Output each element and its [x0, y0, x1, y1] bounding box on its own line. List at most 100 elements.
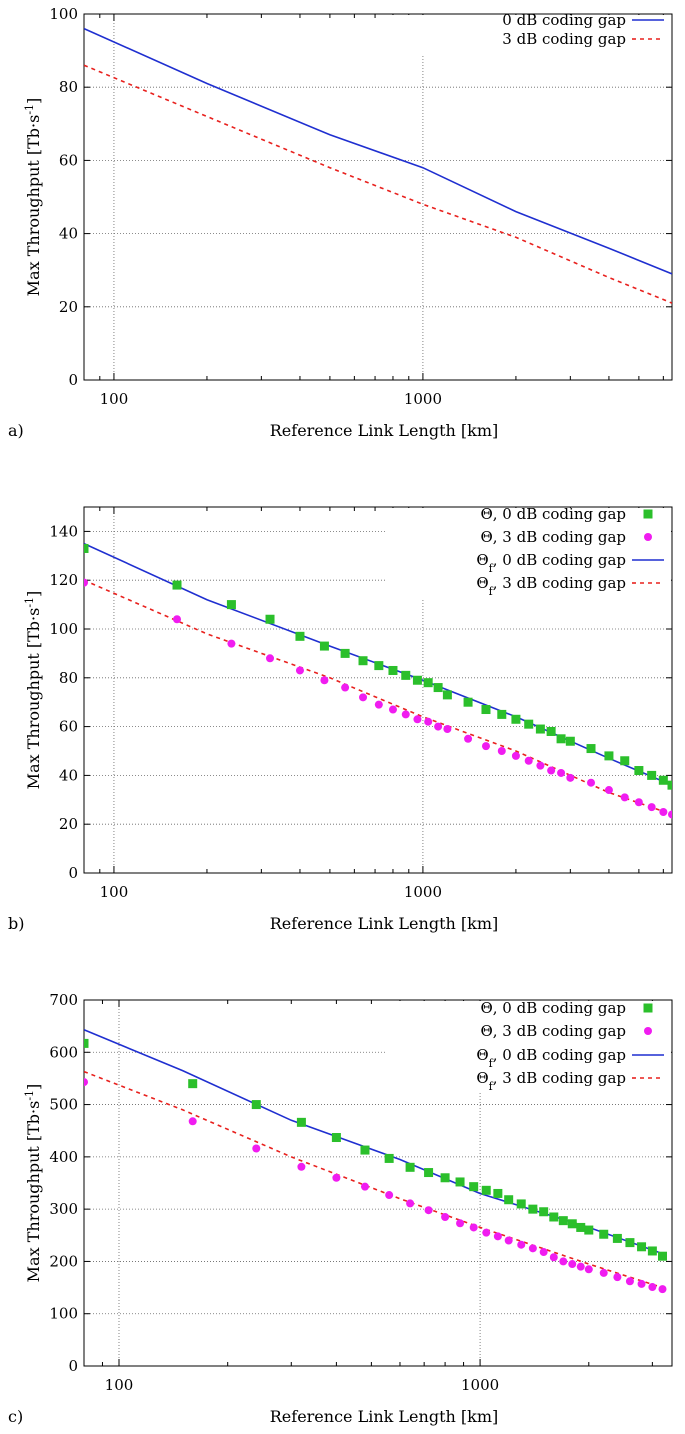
- y-tick-label: 100: [49, 1305, 78, 1323]
- y-tick-label: 80: [59, 78, 78, 96]
- data-point: [332, 1173, 341, 1182]
- data-point: [565, 736, 575, 746]
- data-point: [340, 648, 350, 658]
- data-point: [401, 670, 411, 680]
- chart-panel: 0 20 40 60 80 100 100 1000 Reference Link Length…: [8, 5, 673, 440]
- data-point: [648, 1283, 657, 1292]
- data-point: [297, 1162, 306, 1171]
- x-axis-label: Reference Link Length [km]: [270, 421, 498, 440]
- data-point: [413, 715, 422, 724]
- data-point: [463, 697, 473, 707]
- legend-label: Θ, 3 dB coding gap: [480, 1022, 626, 1040]
- data-point: [493, 1232, 502, 1241]
- data-point: [482, 1228, 491, 1237]
- legend-label: Θf, 0 dB coding gap: [476, 551, 626, 575]
- data-point: [481, 742, 490, 751]
- data-point: [188, 1079, 198, 1089]
- y-tick-label: 120: [49, 571, 78, 589]
- data-point: [647, 770, 657, 780]
- data-point: [295, 666, 304, 675]
- data-point: [667, 780, 672, 790]
- data-point: [566, 773, 575, 782]
- y-tick-label: 20: [59, 298, 78, 316]
- data-point: [265, 614, 275, 624]
- x-axis-label: Reference Link Length [km]: [270, 1407, 498, 1426]
- data-point: [469, 1182, 479, 1192]
- data-point: [455, 1177, 465, 1187]
- data-point: [296, 1117, 306, 1127]
- data-point: [559, 1257, 568, 1266]
- y-tick-label: 400: [49, 1148, 78, 1166]
- data-point: [401, 710, 410, 719]
- chart-panel: 0 20 40 60 80 100 120 140 100 1000 Reference Link …: [8, 505, 673, 933]
- data-point: [511, 751, 520, 760]
- x-tick-label: 1000: [404, 390, 442, 408]
- data-point: [528, 1244, 537, 1253]
- data-point: [634, 766, 644, 776]
- data-point: [599, 1268, 608, 1277]
- data-point: [535, 724, 545, 734]
- data-point: [251, 1100, 261, 1110]
- data-point: [84, 1038, 89, 1048]
- data-point: [188, 1117, 197, 1126]
- data-point: [464, 734, 473, 743]
- data-point: [576, 1262, 585, 1271]
- data-point: [497, 709, 507, 719]
- data-point: [423, 678, 433, 688]
- legend-marker: [644, 1027, 652, 1035]
- plot-data: [84, 1029, 667, 1294]
- data-point: [358, 656, 368, 666]
- data-point: [536, 761, 545, 770]
- data-point: [584, 1265, 593, 1274]
- data-point: [658, 1285, 667, 1294]
- data-point: [549, 1212, 559, 1222]
- data-point: [604, 751, 614, 761]
- plot-frame: [83, 506, 673, 874]
- data-point: [625, 1277, 634, 1286]
- data-point: [613, 1273, 622, 1282]
- data-point: [587, 778, 596, 787]
- y-tick-label: 100: [49, 620, 78, 638]
- legend-label: 3 dB coding gap: [502, 30, 626, 48]
- data-point: [658, 775, 668, 785]
- data-point: [412, 675, 422, 685]
- data-point: [647, 803, 656, 812]
- data-point: [227, 639, 236, 648]
- data-point: [424, 717, 433, 726]
- data-point: [388, 665, 398, 675]
- data-point: [625, 1238, 635, 1248]
- data-point: [226, 600, 236, 610]
- data-point: [524, 719, 534, 729]
- plot-data: [84, 542, 672, 819]
- series-line: [84, 1070, 663, 1289]
- panel-label: b): [8, 914, 24, 933]
- legend-label: Θf, 0 dB coding gap: [476, 1046, 626, 1070]
- data-point: [173, 615, 182, 624]
- legend-background: [387, 15, 671, 54]
- x-tick-label: 1000: [404, 883, 442, 901]
- data-point: [668, 810, 672, 819]
- data-point: [374, 700, 383, 709]
- data-point: [388, 705, 397, 714]
- legend-marker: [643, 509, 653, 519]
- y-tick-label: 60: [59, 151, 78, 169]
- data-point: [406, 1199, 415, 1208]
- data-point: [637, 1242, 647, 1252]
- data-point: [549, 1253, 558, 1262]
- data-point: [84, 1078, 88, 1087]
- data-point: [539, 1248, 548, 1257]
- legend: Θ, 0 dB coding gap Θ, 3 dB coding gap Θf, …: [387, 999, 671, 1093]
- x-tick-label: 100: [100, 883, 129, 901]
- data-point: [528, 1204, 538, 1214]
- data-point: [576, 1222, 586, 1232]
- data-point: [558, 1216, 568, 1226]
- data-point: [557, 768, 566, 777]
- data-point: [433, 683, 443, 693]
- data-point: [443, 725, 452, 734]
- legend-background: [387, 1001, 671, 1093]
- data-point: [546, 726, 556, 736]
- y-tick-label: 80: [59, 669, 78, 687]
- data-point: [567, 1219, 577, 1229]
- data-point: [469, 1223, 478, 1232]
- data-point: [481, 1185, 491, 1195]
